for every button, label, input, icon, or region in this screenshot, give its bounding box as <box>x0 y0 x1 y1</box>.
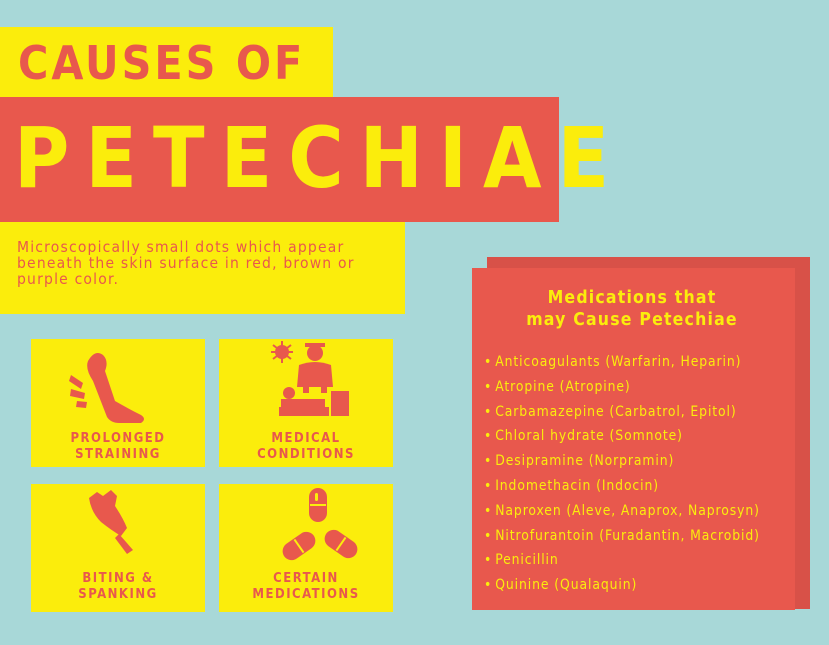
straining-leg-icon <box>69 353 144 423</box>
medical-exam-icon <box>271 341 349 416</box>
cause-label-medical: MEDICAL CONDITIONS <box>257 431 355 462</box>
list-item: • Carbamazepine (Carbatrol, Epitol) <box>484 403 737 420</box>
list-item: • Desipramine (Norpramin) <box>484 453 675 470</box>
cause-label-straining: PROLONGED STRAINING <box>70 431 166 462</box>
medications-list: • Anticoagulants (Warfarin, Heparin) • Atr… <box>484 351 760 599</box>
header-causes-of: CAUSES OF <box>18 36 306 90</box>
cause-label-medications: CERTAIN MEDICATIONS <box>252 571 360 602</box>
list-item: • Atropine (Atropine) <box>484 378 631 395</box>
list-item: • Quinine (Qualaquin) <box>484 577 638 594</box>
cause-label-biting: BITING & SPANKING <box>78 571 158 602</box>
description-band <box>0 222 405 314</box>
list-item: • Chloral hydrate (Somnote) <box>484 428 683 445</box>
medications-box <box>472 268 795 610</box>
list-item: • Penicillin <box>484 552 559 569</box>
description-text: Microscopically small dots which appear … <box>17 238 355 288</box>
cause-tile-medications: CERTAIN MEDICATIONS <box>219 484 393 612</box>
header-band-yellow <box>0 27 333 97</box>
list-item: • Naproxen (Aleve, Anaprox, Naprosyn) <box>484 502 760 519</box>
cause-tile-biting: BITING & SPANKING <box>31 484 205 612</box>
biting-icon <box>89 490 133 554</box>
header-band-red <box>0 97 559 222</box>
list-item: • Anticoagulants (Warfarin, Heparin) <box>484 354 742 370</box>
cause-tile-medical: MEDICAL CONDITIONS <box>219 339 393 467</box>
list-item: • Indomethacin (Indocin) <box>484 477 660 494</box>
list-item: • Nitrofurantoin (Furadantin, Macrobid) <box>484 527 760 544</box>
header-title: PETECHIAE <box>14 109 626 207</box>
medications-title: Medications that may Cause Petechiae <box>526 288 738 330</box>
pills-icon <box>282 488 358 561</box>
cause-tile-straining: PROLONGED STRAINING <box>31 339 205 467</box>
